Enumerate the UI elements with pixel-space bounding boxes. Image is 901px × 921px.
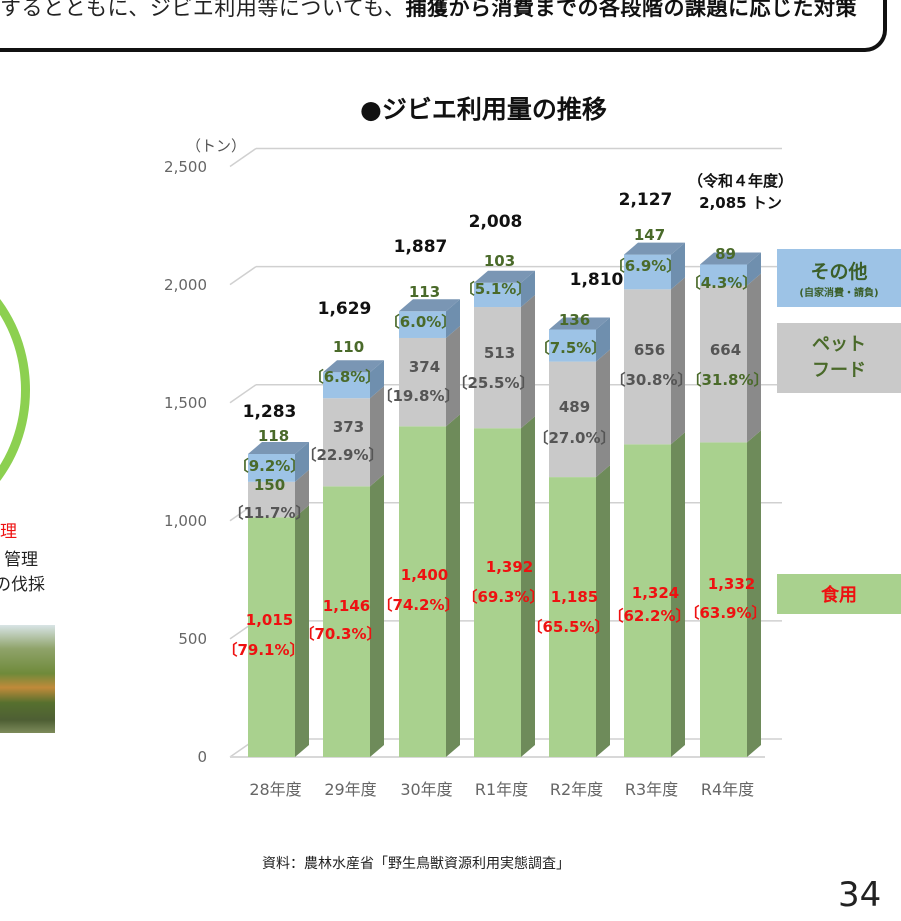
other-percent-label: 〔6.8%〕 [308,368,381,386]
source-note: 資料：農林水産省「野生鳥獣資源利用実態調査」 [262,856,570,872]
x-tick-label: R1年度 [474,780,529,799]
y-tick-label: 2,500 [164,157,207,176]
total-label: 1,629 [317,299,372,319]
chart-title: ●ジビエ利用量の推移 [360,95,607,124]
food-percent-label: 〔62.2%〕 [608,607,691,625]
food-percent-label: 〔74.2%〕 [377,596,460,614]
forest-photo [0,625,55,733]
y-tick-label: 1,000 [164,511,207,530]
pet-food-percent-label: 〔27.0%〕 [533,429,616,447]
food-value-label: 1,332 [707,575,756,593]
pet-food-value-label: 150 [253,476,286,494]
food-percent-label: 〔79.1%〕 [222,641,305,659]
pet-food-value-label: 513 [483,344,516,362]
total-label: 1,887 [393,237,448,257]
legend-pet-line1: ペット [812,334,866,355]
pet-food-value-label: 664 [709,341,742,359]
total-label: 1,810 [569,270,624,290]
other-percent-label: 〔6.0%〕 [384,313,457,331]
other-value-label: 113 [408,283,441,301]
other-percent-label: 〔7.5%〕 [534,339,607,357]
y-tick-label: 500 [178,629,207,648]
legend-food-label: 食用 [821,585,857,606]
other-value-label: 110 [332,338,365,356]
other-percent-label: 〔4.3%〕 [685,274,758,292]
food-value-label: 1,185 [550,588,599,606]
other-percent-label: 〔6.9%〕 [609,257,682,275]
legend-other-subtitle: (自家消費・請負) [799,288,879,299]
pet-food-percent-label: 〔25.5%〕 [452,374,535,392]
legend-pet-food: ペット フード [777,323,901,393]
left-label-logging: の伐採 [0,575,45,595]
food-value-label: 1,324 [631,584,680,602]
pet-food-value-label: 374 [408,358,441,376]
y-tick-label: 1,500 [164,393,207,412]
other-value-label: 89 [715,245,736,263]
total-label: 1,283 [242,402,297,422]
other-value-label: 147 [633,226,666,244]
legend-other-title: その他 [810,261,868,283]
page-number: 34 [838,875,882,915]
x-tick-label: 28年度 [249,780,302,799]
pet-food-percent-label: 〔31.8%〕 [686,371,769,389]
food-percent-label: 〔63.9%〕 [684,604,767,622]
r4-note-line2: 2,085 トン [699,194,782,212]
food-value-label: 1,146 [322,597,371,615]
other-percent-label: 〔5.1%〕 [459,280,532,298]
total-label: 2,127 [618,190,673,210]
food-percent-label: 〔70.3%〕 [299,625,382,643]
pet-food-value-label: 489 [558,398,591,416]
left-label-red: 理 [0,522,17,542]
pet-food-percent-label: 〔30.8%〕 [610,371,693,389]
food-value-label: 1,392 [485,558,534,576]
food-percent-label: 〔65.5%〕 [527,618,610,636]
food-value-label: 1,015 [245,611,294,629]
pet-food-percent-label: 〔11.7%〕 [228,504,311,522]
left-label-management: 管理 [4,550,38,570]
pet-food-percent-label: 〔19.8%〕 [377,387,460,405]
other-value-label: 118 [257,427,290,445]
legend-other: その他 (自家消費・請負) [777,249,901,307]
pet-food-value-label: 373 [332,418,365,436]
legend-food: 食用 [777,574,901,614]
y-tick-label: 2,000 [164,275,207,294]
summary-callout-box [0,0,887,52]
x-tick-label: R4年度 [700,780,755,799]
other-value-label: 136 [558,311,591,329]
food-percent-label: 〔69.3%〕 [462,588,545,606]
y-axis-unit: （トン） [186,137,247,155]
other-percent-label: 〔9.2%〕 [233,457,306,475]
x-tick-label: R3年度 [624,780,679,799]
x-tick-label: 30年度 [400,780,453,799]
x-tick-label: 29年度 [324,780,377,799]
y-tick-label: 0 [197,748,207,766]
total-label: 2,008 [468,212,523,232]
pet-food-percent-label: 〔22.9%〕 [301,446,384,464]
x-tick-label: R2年度 [549,780,604,799]
r4-total-annotation: （令和４年度） 2,085 トン [688,170,793,214]
r4-note-line1: （令和４年度） [688,172,794,190]
other-value-label: 103 [483,252,516,270]
food-value-label: 1,400 [400,566,449,584]
pet-food-value-label: 656 [633,341,666,359]
summary-text: するとともに、ジビエ利用等についても、捕獲から消費までの各段階の課題に応じた対策 [0,0,858,20]
legend-pet-line2: フード [812,360,866,381]
